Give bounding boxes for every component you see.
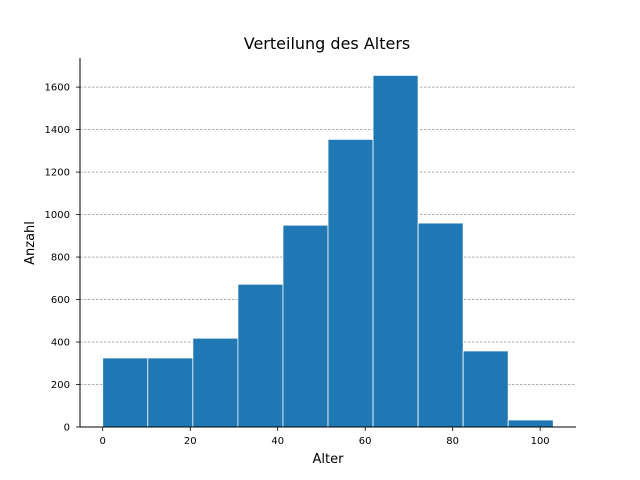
y-tick-label: 0: [64, 423, 70, 434]
y-tick-label: 400: [51, 338, 70, 349]
x-tick-label: 20: [184, 436, 197, 447]
x-ticks: 0 20 40 60 80 100: [100, 427, 550, 447]
bars: [102, 75, 554, 428]
histogram-bar-8: [462, 350, 509, 428]
histogram-bar-2: [192, 337, 239, 428]
axes: [79, 58, 576, 428]
y-tick-label: 1400: [45, 125, 70, 136]
y-ticks: 0 200 400 600 800 1000 1200 1400 1600: [45, 83, 80, 434]
histogram-bar-7: [417, 222, 464, 428]
x-tick-label: 80: [446, 436, 459, 447]
x-axis-label: Alter: [313, 452, 345, 467]
histogram-bar-1: [147, 357, 194, 428]
x-tick-label: 60: [359, 436, 372, 447]
histogram-bar-5: [327, 138, 374, 428]
y-tick-label: 1600: [45, 83, 70, 94]
y-tick-label: 200: [51, 380, 70, 391]
y-axis-label: Anzahl: [23, 221, 38, 265]
histogram-bar-9: [507, 419, 554, 428]
chart-title: Verteilung des Alters: [244, 34, 411, 53]
histogram-bar-4: [282, 224, 329, 428]
x-tick-label: 0: [100, 436, 106, 447]
histogram-bar-0: [102, 357, 149, 428]
y-tick-label: 800: [51, 253, 70, 264]
histogram-bar-3: [237, 283, 284, 428]
histogram-bar-6: [372, 75, 419, 428]
y-tick-label: 600: [51, 295, 70, 306]
y-tick-label: 1200: [45, 168, 70, 179]
x-tick-label: 40: [271, 436, 284, 447]
y-tick-label: 1000: [45, 210, 70, 221]
x-tick-label: 100: [531, 436, 550, 447]
